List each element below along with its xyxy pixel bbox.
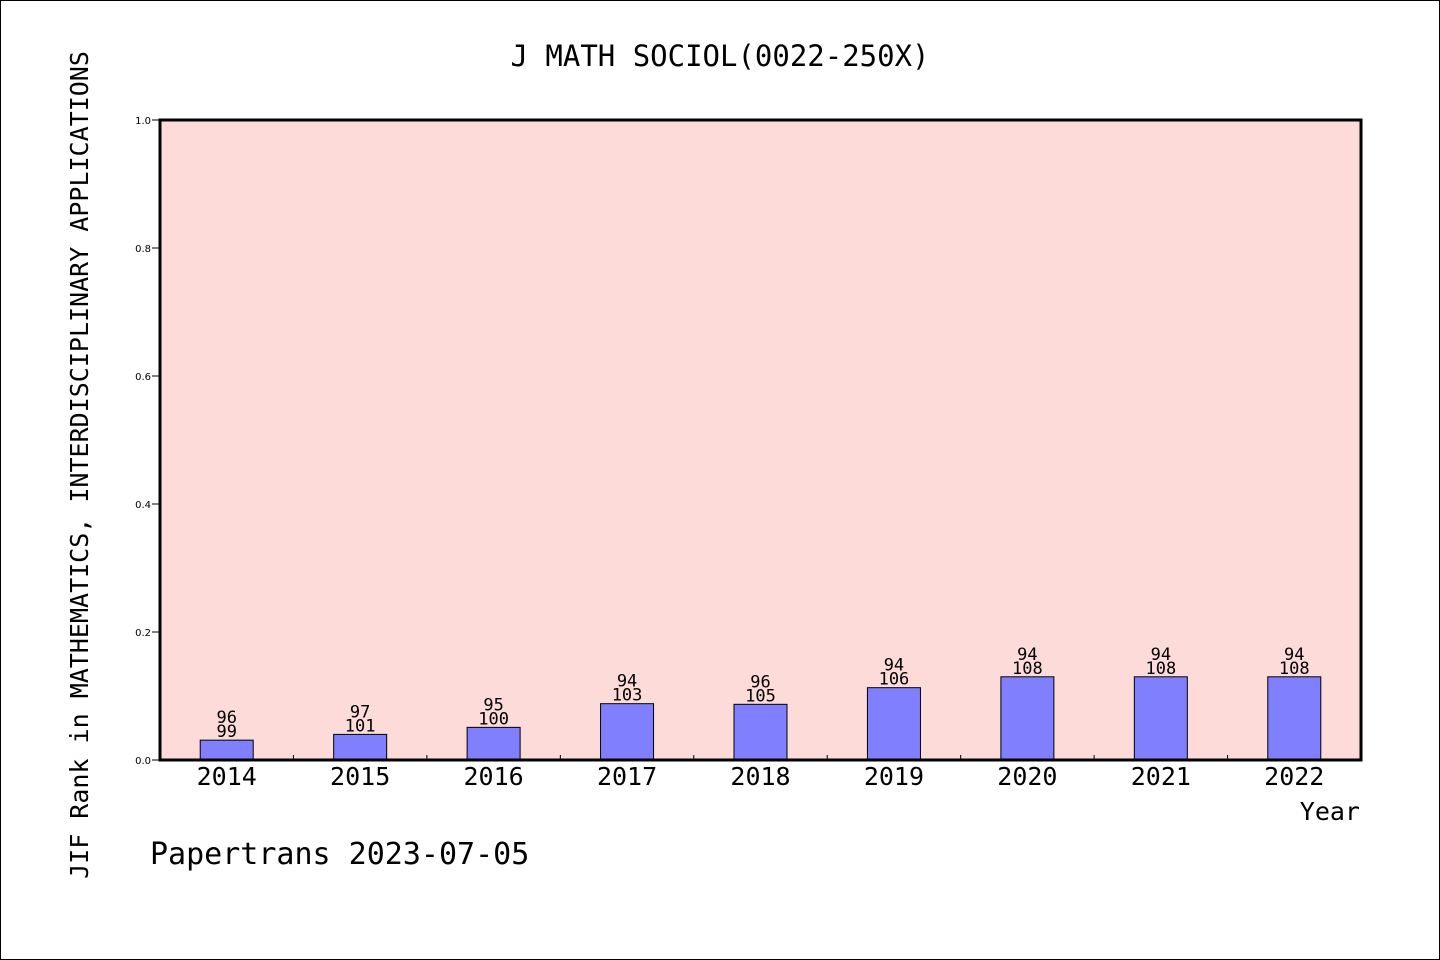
total-label-2014: 99 (216, 722, 236, 742)
rank-label-2017: 94 (617, 672, 637, 692)
y-tick-label: 1.0 (135, 116, 151, 127)
x-axis-label: Year (1300, 797, 1360, 826)
rank-label-2016: 95 (483, 695, 503, 715)
bar-2021 (1133, 676, 1188, 761)
x-tick-label-2019: 2019 (864, 762, 924, 791)
rank-label-2022: 94 (1284, 645, 1304, 665)
rank-label-2015: 97 (350, 702, 370, 722)
bar-2019 (866, 687, 921, 761)
rank-label-2014: 96 (216, 708, 236, 728)
bar-2020 (1000, 676, 1055, 761)
y-tick-label: 0.0 (135, 756, 151, 767)
rank-label-2019: 94 (884, 656, 904, 676)
y-axis-label: JIF Rank in MATHEMATICS, INTERDISCIPLINA… (65, 51, 94, 879)
chart-title: J MATH SOCIOL(0022-250X) (510, 39, 929, 73)
rank-label-2021: 94 (1151, 645, 1171, 665)
rank-label-2020: 94 (1017, 645, 1037, 665)
x-tick-label-2022: 2022 (1264, 762, 1324, 791)
total-label-2017: 103 (612, 686, 643, 706)
x-tick-label-2018: 2018 (730, 762, 790, 791)
bar-2016 (466, 726, 521, 761)
total-label-2022: 108 (1279, 659, 1310, 679)
y-tick-label: 0.2 (135, 628, 151, 639)
bar-2018 (733, 703, 788, 761)
rank-label-2018: 96 (750, 672, 770, 692)
bar-2015 (333, 733, 388, 761)
x-tick-label-2020: 2020 (997, 762, 1057, 791)
total-label-2016: 100 (478, 709, 509, 729)
x-tick-label-2021: 2021 (1131, 762, 1191, 791)
y-axis-ticks: 0.0 0.2 0.4 0.6 0.8 1.0 (135, 116, 160, 767)
bars-group (199, 676, 1322, 761)
total-label-2018: 105 (745, 686, 776, 706)
total-label-2015: 101 (345, 716, 376, 736)
value-labels-group: 9699971019510094103961059410694108941089… (216, 645, 1309, 742)
y-tick-label: 0.6 (135, 372, 151, 383)
total-label-2021: 108 (1145, 659, 1176, 679)
total-label-2020: 108 (1012, 659, 1043, 679)
x-axis-ticks: 2014 2015 2016 2017 2018 2019 2020 2021 2022 (197, 755, 1324, 791)
x-tick-label-2015: 2015 (330, 762, 390, 791)
y-tick-label: 0.8 (135, 244, 151, 255)
x-tick-label-2017: 2017 (597, 762, 657, 791)
bar-2022 (1267, 676, 1322, 761)
plot-border (158, 118, 1363, 762)
bar-2017 (600, 703, 655, 761)
bar-2014 (199, 739, 254, 761)
x-tick-label-2016: 2016 (464, 762, 524, 791)
y-tick-label: 0.4 (135, 500, 151, 511)
x-tick-label-2014: 2014 (197, 762, 257, 791)
footer-credit: Papertrans 2023-07-05 (150, 837, 529, 872)
plot-area (160, 120, 1361, 760)
total-label-2019: 106 (879, 670, 910, 690)
